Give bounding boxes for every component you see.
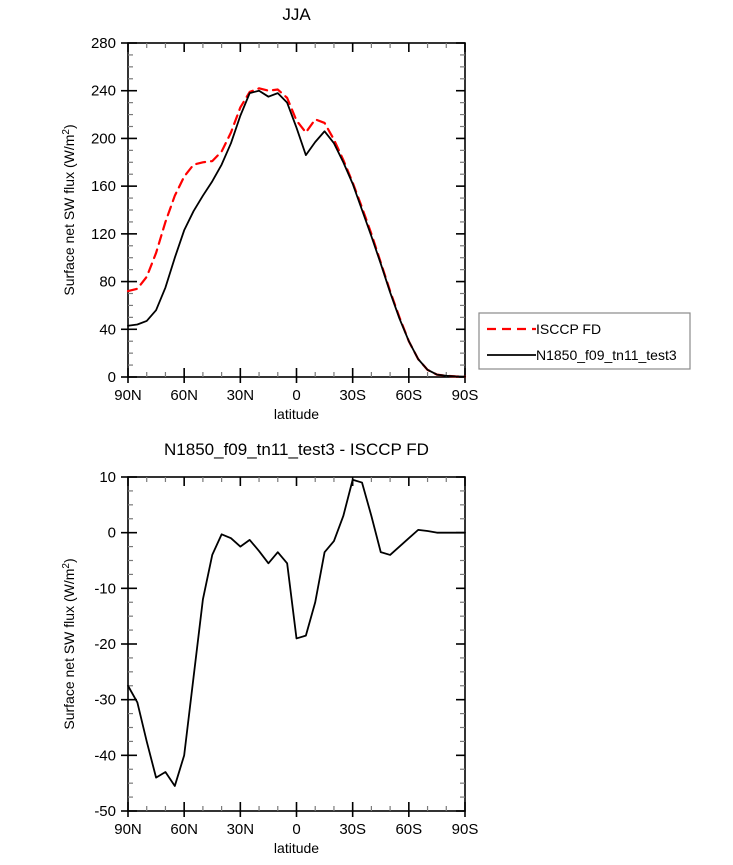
- y-tick-label: -30: [94, 692, 116, 709]
- legend-label-1: ISCCP FD: [536, 321, 601, 337]
- y-tick-label: 80: [99, 274, 116, 291]
- y-tick-label: 10: [99, 469, 116, 486]
- panel-title: N1850_f09_tn11_test3 - ISCCP FD: [164, 440, 429, 459]
- x-tick-label: 0: [292, 387, 300, 404]
- y-tick-label: -20: [94, 636, 116, 653]
- x-tick-label: 30N: [227, 821, 255, 838]
- x-tick-label: 90N: [114, 387, 142, 404]
- y-axis-label: Surface net SW flux (W/m2): [61, 558, 78, 729]
- y-tick-label: 0: [108, 525, 116, 542]
- chart-panel-top: 90N 60N 30N 0 30S 60S 90S 0 40 80 120 160 200 240 280 J…: [61, 5, 479, 422]
- legend-label-2: N1850_f09_tn11_test3: [536, 347, 677, 363]
- plot-frame: [127, 476, 466, 812]
- series-line-1: [126, 87, 467, 378]
- panel-title: JJA: [282, 5, 311, 24]
- y-axis-label-text: Surface net SW flux (W/m2): [61, 558, 78, 729]
- x-tick-label: 60N: [170, 387, 198, 404]
- x-axis-label: latitude: [274, 406, 319, 422]
- x-tick-label: 90S: [452, 387, 479, 404]
- y-tick-label: 280: [91, 35, 116, 52]
- y-tick-label: 240: [91, 83, 116, 100]
- y-tick-label: 120: [91, 226, 116, 243]
- x-tick-label: 90S: [452, 821, 479, 838]
- plot-frame: [127, 42, 466, 378]
- chart-panel-bottom: 90N 60N 30N 0 30S 60S 90S -50 -40 -30 -20 -10 0 10 N18…: [61, 440, 479, 856]
- legend: ISCCP FD N1850_f09_tn11_test3: [478, 312, 691, 370]
- y-tick-label: -40: [94, 747, 116, 764]
- x-tick-label: 0: [292, 821, 300, 838]
- x-tick-label: 90N: [114, 821, 142, 838]
- y-tick-label: -50: [94, 803, 116, 820]
- x-axis-label: latitude: [274, 840, 319, 856]
- x-tick-label: 30N: [227, 387, 255, 404]
- legend-box: [478, 312, 691, 370]
- y-axis-label: Surface net SW flux (W/m2): [61, 124, 78, 295]
- y-tick-label: -10: [94, 580, 116, 597]
- series-line-2: [127, 89, 466, 378]
- x-tick-label: 60N: [170, 821, 198, 838]
- x-tick-label: 30S: [339, 387, 366, 404]
- series-line-1: [127, 478, 466, 787]
- y-tick-label: 0: [108, 369, 116, 386]
- x-tick-label: 30S: [339, 821, 366, 838]
- y-tick-label: 200: [91, 130, 116, 147]
- y-tick-label: 160: [91, 178, 116, 195]
- y-axis-label-text: Surface net SW flux (W/m2): [61, 124, 78, 295]
- y-tick-label: 40: [99, 321, 116, 338]
- x-tick-label: 60S: [395, 821, 422, 838]
- x-tick-label: 60S: [395, 387, 422, 404]
